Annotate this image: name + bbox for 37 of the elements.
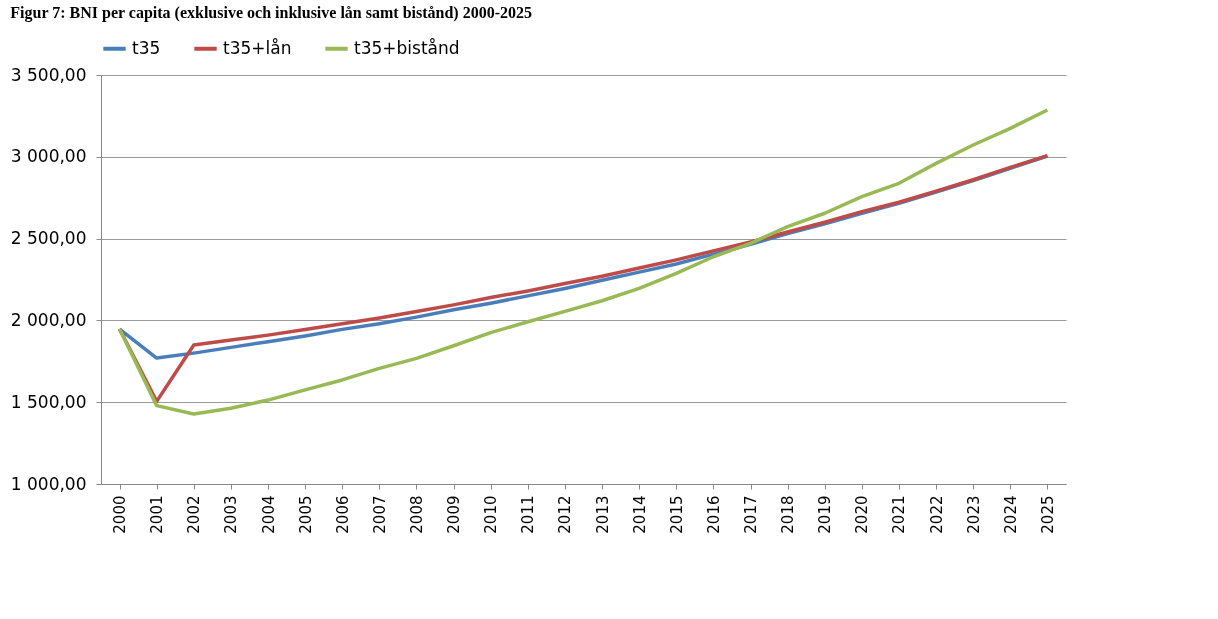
legend-label: t35	[132, 37, 161, 58]
x-tick-label: 2000	[111, 495, 130, 534]
x-tick-label: 2009	[445, 495, 464, 534]
y-tick-label: 3 500,00	[10, 64, 87, 85]
x-tick-label: 2015	[667, 495, 686, 534]
x-tick-label: 2019	[816, 495, 835, 534]
y-tick-label: 1 500,00	[10, 391, 87, 412]
x-tick-label: 2001	[148, 495, 167, 534]
x-tick-label: 2011	[519, 495, 538, 534]
x-tick-label: 2005	[296, 495, 315, 534]
x-tick-label: 2016	[704, 495, 723, 534]
y-tick-label: 1 000,00	[10, 473, 87, 494]
x-tick-label: 2014	[630, 495, 649, 534]
x-tick-label: 2020	[853, 495, 872, 534]
x-tick-label: 2006	[333, 495, 352, 534]
x-tick-label: 2025	[1038, 495, 1057, 534]
chart-title: Figur 7: BNI per capita (exklusive och inklusive lån samt bistånd) 2000-2025	[10, 4, 532, 22]
x-tick-label: 2024	[1001, 495, 1020, 534]
x-tick-label: 2013	[593, 495, 612, 534]
x-tick-label: 2022	[927, 495, 946, 534]
x-tick-label: 2017	[742, 495, 761, 534]
legend-label: t35+bistånd	[354, 37, 460, 58]
x-tick-label: 2002	[185, 495, 204, 534]
x-tick-label: 2010	[482, 495, 501, 534]
legend-label: t35+lån	[223, 37, 292, 58]
line-series	[117, 108, 1050, 416]
x-tick-label: 2021	[890, 495, 909, 534]
x-tick-label: 2023	[964, 495, 983, 534]
y-tick-label: 2 500,00	[10, 228, 87, 249]
y-tick-label: 2 000,00	[10, 309, 87, 330]
y-tick-label: 3 000,00	[10, 146, 87, 167]
x-tick-label: 2008	[407, 495, 426, 534]
x-tick-label: 2007	[370, 495, 389, 534]
x-tick-label: 2012	[556, 495, 575, 534]
x-tick-label: 2003	[222, 495, 241, 534]
x-tick-label: 2004	[259, 495, 278, 534]
x-tick-label: 2018	[779, 495, 798, 534]
